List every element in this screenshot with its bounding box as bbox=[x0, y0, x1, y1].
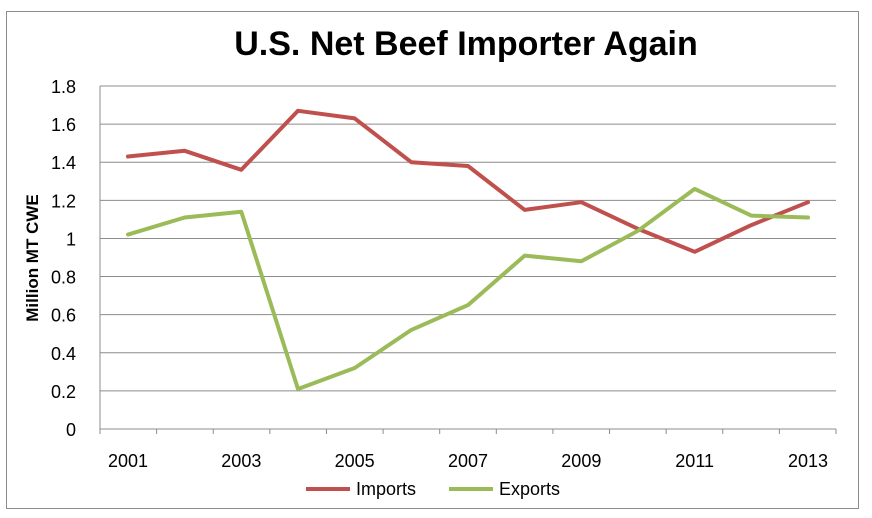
x-tick-label: 2011 bbox=[675, 451, 714, 471]
y-tick-label: 0.6 bbox=[51, 306, 76, 326]
y-axis-label: Million MT CWE bbox=[23, 194, 42, 321]
x-tick-label: 2007 bbox=[448, 451, 488, 471]
y-tick-label: 1.4 bbox=[51, 153, 76, 173]
legend-label-imports: Imports bbox=[356, 479, 416, 499]
y-tick-label: 1.6 bbox=[51, 115, 76, 135]
gridlines bbox=[99, 85, 837, 434]
y-tick-label: 0 bbox=[66, 420, 76, 440]
chart-border bbox=[6, 11, 859, 509]
legend-label-exports: Exports bbox=[499, 479, 560, 499]
x-tick-label: 2009 bbox=[561, 451, 601, 471]
y-tick-label: 0.2 bbox=[51, 382, 76, 402]
series-line-imports bbox=[126, 108, 810, 254]
y-tick-labels: 0 0.2 0.4 0.6 0.8 1 1.2 1.4 1.6 1.8 bbox=[51, 77, 76, 440]
y-tick-label: 1 bbox=[66, 229, 76, 249]
series-line-exports bbox=[126, 186, 810, 391]
x-tick-label: 2013 bbox=[788, 451, 828, 471]
y-tick-label: 1.2 bbox=[51, 191, 76, 211]
y-tick-label: 0.8 bbox=[51, 268, 76, 288]
y-tick-label: 1.8 bbox=[51, 77, 76, 97]
x-tick-label: 2003 bbox=[221, 451, 261, 471]
y-tick-label: 0.4 bbox=[51, 344, 76, 364]
x-tick-label: 2001 bbox=[108, 451, 148, 471]
legend: Imports Exports bbox=[306, 479, 560, 499]
series-lines bbox=[126, 108, 810, 391]
x-tick-label: 2005 bbox=[335, 451, 375, 471]
x-tick-labels: 2001 2003 2005 2007 2009 2011 2013 bbox=[108, 451, 828, 471]
chart-title: U.S. Net Beef Importer Again bbox=[234, 25, 697, 63]
